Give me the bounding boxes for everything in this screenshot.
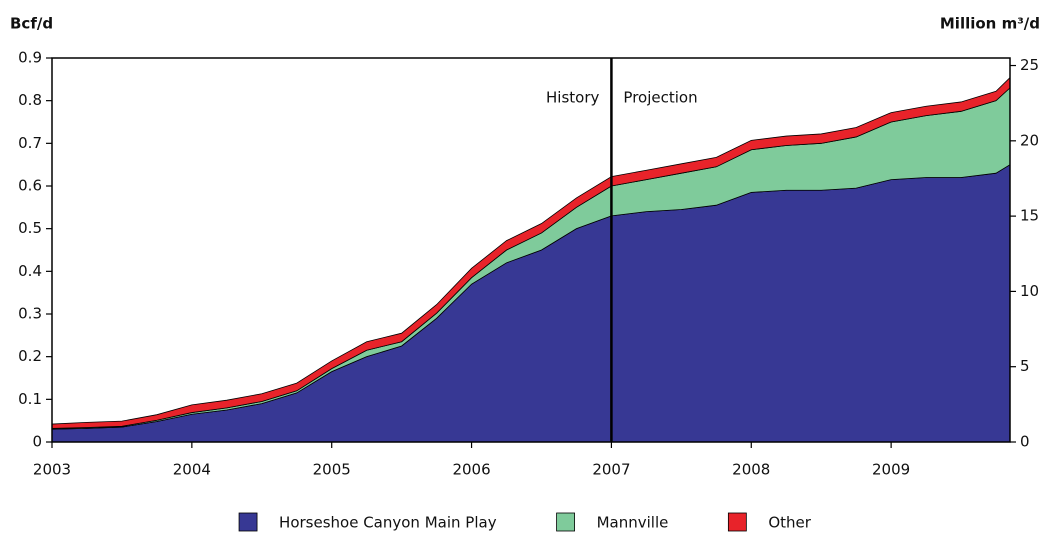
- y2-tick-label: 15: [1020, 207, 1039, 225]
- x-tick-label: 2007: [592, 461, 630, 479]
- y-tick-label: 0.4: [18, 262, 42, 280]
- y-tick-label: 0: [32, 433, 42, 451]
- legend-label: Other: [768, 514, 811, 532]
- y-tick-label: 0.8: [18, 91, 42, 109]
- y-tick-label: 0.5: [18, 219, 42, 237]
- legend-swatch: [238, 512, 258, 532]
- area: [51, 163, 1011, 443]
- y-tick-label: 0.3: [18, 305, 42, 323]
- annotation: Projection: [623, 89, 697, 107]
- legend-swatch: [556, 512, 575, 532]
- y2-tick-label: 20: [1020, 131, 1039, 149]
- x-tick-label: 2008: [732, 461, 770, 479]
- x-tick-label: 2005: [313, 461, 351, 479]
- y-axis-label: Bcf/d: [10, 15, 53, 33]
- y2-tick-label: 25: [1020, 56, 1039, 74]
- y2-tick-label: 0: [1020, 433, 1030, 451]
- y2-tick-label: 5: [1020, 357, 1030, 375]
- y2-tick-label: 10: [1020, 282, 1039, 300]
- annotation: History: [546, 89, 599, 107]
- x-tick-label: 2004: [173, 461, 211, 479]
- y-tick-label: 0.1: [18, 390, 42, 408]
- x-tick-label: 2009: [872, 461, 910, 479]
- y-tick-label: 0.9: [18, 49, 42, 67]
- y-tick-label: 0.6: [18, 177, 42, 195]
- x-tick-label: 2006: [452, 461, 490, 479]
- y-tick-label: 0.7: [18, 134, 42, 152]
- y-tick-label: 0.2: [18, 347, 42, 365]
- x-tick-label: 2003: [33, 461, 71, 479]
- legend-label: Mannville: [597, 514, 669, 532]
- plot-frame: [51, 57, 1011, 443]
- legend-label: Horseshoe Canyon Main Play: [279, 514, 497, 532]
- legend-swatch: [727, 512, 747, 532]
- y2-axis-label: Million m³/d: [940, 15, 1040, 33]
